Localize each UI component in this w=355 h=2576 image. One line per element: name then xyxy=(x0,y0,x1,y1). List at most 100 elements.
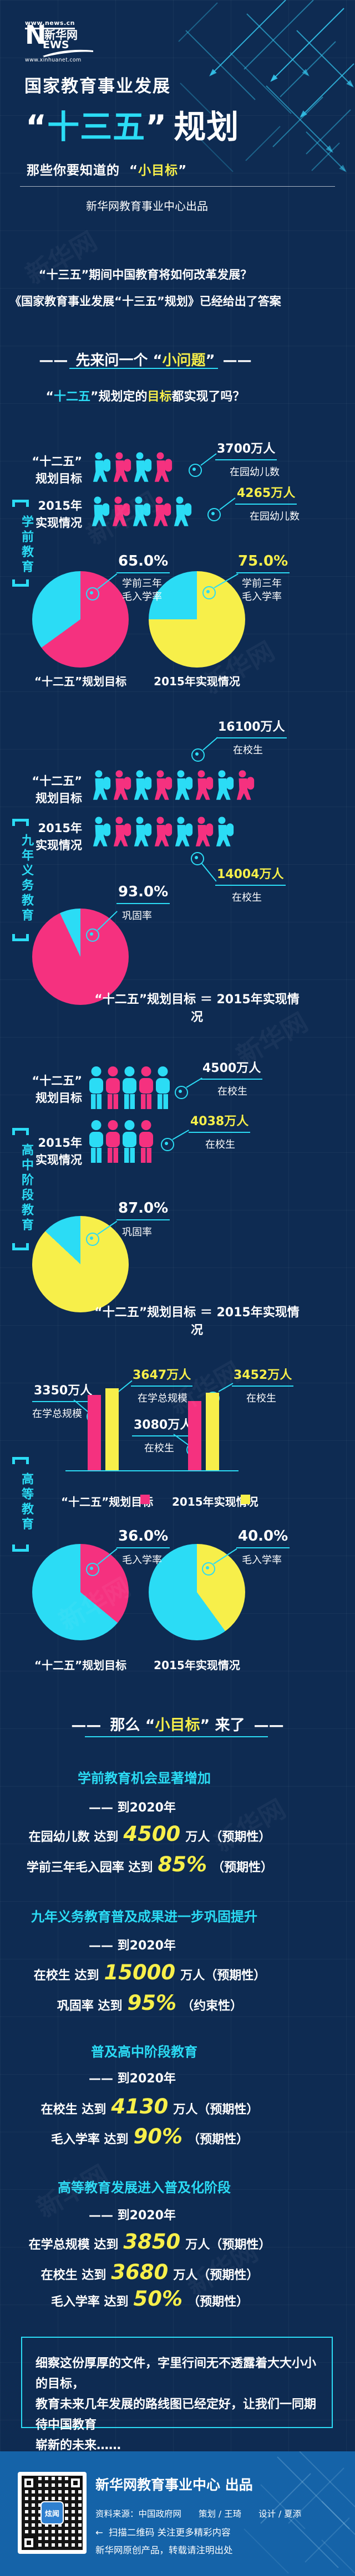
callout-caption: 学前三年 毛入学率 xyxy=(122,578,162,603)
callout-pie-36: 36.0% 毛入学率 xyxy=(116,1528,170,1567)
q3-quote-open: “ xyxy=(45,390,54,404)
pictograph-row xyxy=(89,1120,155,1163)
leader-line xyxy=(219,497,236,510)
subtitle-quote-close: ” xyxy=(178,163,187,178)
pie-nineyear xyxy=(32,909,129,1005)
goals-tail: 来了 xyxy=(215,1717,245,1734)
goal-group-title: 九年义务教育普及成果进一步巩固提升 xyxy=(31,1909,257,1925)
callout-caption: 巩固率 xyxy=(122,1227,152,1238)
callout-value: 3647万人 xyxy=(131,1365,193,1387)
pupil-walker-icon xyxy=(92,769,111,802)
q3-accent: 十二五 xyxy=(53,390,90,404)
footer-panel: 炫闻 新华网教育事业中心 出品 资料来源：中国政府网 策划 / 王琦 设计 / … xyxy=(0,2451,355,2576)
bar-2015-enrolled xyxy=(206,1393,219,1471)
page-subtitle: 那些你要知道的 “小目标” xyxy=(27,160,187,178)
intro-question-3: “十二五”规划定的目标都实现了吗？ xyxy=(0,387,291,404)
callout-pie-75: 75.0% 学前三年 毛入学率 xyxy=(236,553,290,604)
callout-caption: 学前三年 毛入学率 xyxy=(242,578,282,603)
logo-n: N xyxy=(25,20,47,50)
title-tail: 规划 xyxy=(174,108,240,146)
row-label-line2: 实现情况 xyxy=(36,839,82,852)
callout-caption: 在校生 xyxy=(217,1086,247,1097)
callout-value: 65.0% xyxy=(116,553,170,573)
target-marker xyxy=(191,852,204,865)
pupil-walker-icon xyxy=(215,815,235,849)
legend-swatch-plan xyxy=(140,1495,150,1504)
logo-url-bottom: www.xinhuanet.com xyxy=(25,57,82,63)
bar-plan-total xyxy=(88,1395,101,1471)
goals-underline xyxy=(85,1736,268,1737)
intro-question-1: “十三五”期间中国教育将如何改革发展？ xyxy=(38,268,252,281)
footer-credits: 资料来源：中国政府网 策划 / 王琦 设计 / 夏添 xyxy=(95,2509,302,2519)
callout-caption: 毛入学率 xyxy=(242,1554,282,1566)
pupil-walker-icon xyxy=(174,769,194,802)
dash-right: —— xyxy=(222,352,252,369)
leader-line xyxy=(218,1383,234,1392)
student-icon xyxy=(89,1066,104,1110)
footer-scan: ← 扫描二维码 关注更多精彩内容 xyxy=(95,2525,231,2538)
pictograph-row xyxy=(91,495,194,528)
left-arrow-icon: ← xyxy=(95,2527,103,2538)
callout-caption: 在校生 xyxy=(205,1139,235,1151)
qr-logo-text: 炫闻 xyxy=(44,2510,59,2518)
pie-label-2015: 2015年实现情况 xyxy=(154,675,240,688)
callout-value: 87.0% xyxy=(116,1200,170,1220)
section-label-highschool: 高中阶段教育 xyxy=(19,1143,33,1233)
goal-when: —— 到2020年 xyxy=(89,2209,176,2223)
pupil-walker-icon xyxy=(154,451,173,484)
pie-higher-2015 xyxy=(149,1544,245,1640)
goal-item: 毛入学率 达到 90% （预期性） xyxy=(50,2125,249,2148)
legend-swatch-2015 xyxy=(241,1495,250,1504)
pictograph-row xyxy=(89,1066,172,1110)
qr-center-logo: 炫闻 xyxy=(40,2501,64,2524)
bracket-bottom-preschool xyxy=(12,579,29,587)
row-label-plan: “十二五” 规划目标 xyxy=(0,1073,82,1107)
pupil-walker-icon xyxy=(111,495,131,528)
callout-caption: 在校生 xyxy=(233,745,263,756)
goal-when: —— 到2020年 xyxy=(89,1939,176,1953)
quote-close: ” xyxy=(145,108,168,146)
student-icon xyxy=(122,1120,137,1163)
callout-caption: 巩固率 xyxy=(122,910,152,922)
goals-heading: —— 那么 “小目标” 来了 —— xyxy=(0,1713,355,1735)
goal-item: 学前三年毛入园率 达到 85% （预期性） xyxy=(26,1853,273,1876)
student-icon xyxy=(122,1066,137,1110)
target-marker xyxy=(189,464,202,477)
goal-group-title: 普及高中阶段教育 xyxy=(91,2044,197,2060)
student-icon xyxy=(105,1066,120,1110)
callout-caption: 在校生 xyxy=(246,1393,276,1404)
row-label-2015: 2015年 实现情况 xyxy=(0,497,82,532)
goals-accent: 小目标 xyxy=(155,1717,200,1734)
q3-highlight: 目标 xyxy=(147,390,172,404)
pupil-walker-icon xyxy=(195,815,214,849)
goals-quote-close: ” xyxy=(200,1717,210,1734)
goal-item: 在园幼儿数 达到 4500 万人（预期性） xyxy=(28,1822,271,1846)
target-marker xyxy=(175,1086,188,1099)
byline: 新华网教育事业中心出品 xyxy=(86,199,208,213)
bracket-top-higher xyxy=(12,1457,29,1464)
pupil-walker-icon xyxy=(133,815,153,849)
callout-pie-40: 40.0% 毛入学率 xyxy=(236,1528,290,1567)
goals-prefix: 那么 xyxy=(110,1717,140,1734)
pie-higher-target xyxy=(32,1544,129,1640)
callout-caption: 在校生 xyxy=(144,1443,174,1454)
goal-when: —— 到2020年 xyxy=(89,1801,176,1815)
bracket-top-preschool xyxy=(12,500,29,507)
leader-line xyxy=(172,1130,189,1140)
goal-group-title: 学前教育机会显著增加 xyxy=(78,1771,211,1786)
row-label-line1: 2015年 xyxy=(38,822,82,835)
callout-pie-87: 87.0% 巩固率 xyxy=(116,1200,170,1239)
logo-brand: 新华网 xyxy=(44,28,78,42)
goal-item: 巩固率 达到 95% （约束性） xyxy=(57,1991,243,2015)
callout-highschool-target: 4500万人 在校生 xyxy=(201,1058,263,1098)
target-marker xyxy=(207,508,221,521)
pupil-walker-icon xyxy=(236,769,255,802)
callout-value: 4500万人 xyxy=(201,1058,263,1080)
callout-highschool-2015: 4038万人 在校生 xyxy=(189,1111,251,1151)
ask-accent: 小问题 xyxy=(162,352,206,369)
pupil-walker-icon xyxy=(195,769,214,802)
logo-url-top: www.news.cn xyxy=(25,19,75,29)
callout-nineyear-2015: 14004万人 在校生 xyxy=(215,864,286,904)
callout-preschool-target: 3700万人 在园幼儿数 xyxy=(215,439,280,479)
pupil-walker-icon xyxy=(174,815,194,849)
